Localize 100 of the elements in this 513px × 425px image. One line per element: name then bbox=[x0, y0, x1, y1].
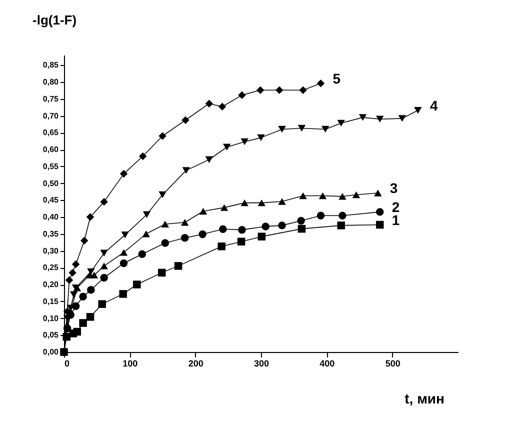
point bbox=[120, 170, 128, 178]
point bbox=[222, 144, 231, 150]
point bbox=[414, 106, 422, 114]
point bbox=[376, 116, 384, 122]
point bbox=[318, 192, 327, 200]
point bbox=[65, 276, 74, 284]
y-tick-label: 0,15 bbox=[42, 296, 60, 306]
point bbox=[337, 120, 345, 127]
point bbox=[119, 290, 127, 298]
point bbox=[100, 262, 108, 270]
x-tick-label: 0 bbox=[64, 358, 70, 368]
point bbox=[133, 280, 141, 288]
y-tick-label: 0,00 bbox=[42, 348, 60, 356]
point bbox=[316, 79, 325, 88]
point bbox=[240, 199, 248, 206]
point bbox=[262, 222, 270, 230]
point bbox=[68, 268, 76, 277]
y-axis-title: -lg(1-F) bbox=[32, 12, 77, 28]
point bbox=[73, 328, 82, 336]
point bbox=[142, 230, 150, 238]
y-tick-label: 0,40 bbox=[42, 212, 60, 222]
point bbox=[174, 262, 182, 270]
point bbox=[70, 291, 78, 298]
point bbox=[238, 91, 246, 100]
point bbox=[276, 86, 284, 94]
x-axis-title: t, мин bbox=[404, 390, 444, 406]
point bbox=[161, 220, 169, 228]
point bbox=[80, 236, 88, 244]
point bbox=[158, 191, 166, 198]
point bbox=[63, 322, 72, 328]
point bbox=[278, 198, 286, 205]
point bbox=[198, 230, 206, 238]
point bbox=[182, 167, 190, 174]
point bbox=[72, 260, 80, 268]
y-tick-label: 0,35 bbox=[42, 229, 60, 238]
point bbox=[316, 212, 325, 220]
point bbox=[298, 124, 306, 132]
point bbox=[278, 126, 286, 133]
point bbox=[120, 259, 128, 268]
series-label: 4 bbox=[430, 97, 438, 114]
y-tick-label: 0,05 bbox=[42, 330, 60, 340]
y-tick-label: 0,75 bbox=[42, 94, 60, 104]
point bbox=[278, 222, 286, 230]
point bbox=[180, 234, 189, 242]
y-tick-label: 0,25 bbox=[42, 263, 60, 272]
point bbox=[79, 292, 87, 301]
point bbox=[158, 268, 166, 277]
point bbox=[218, 102, 226, 111]
point bbox=[199, 208, 208, 215]
y-tick-label: 0,80 bbox=[42, 78, 60, 86]
point bbox=[138, 152, 147, 160]
point bbox=[72, 302, 80, 310]
point bbox=[298, 224, 306, 233]
point bbox=[299, 86, 307, 94]
point bbox=[240, 138, 248, 146]
point bbox=[86, 213, 94, 221]
point bbox=[120, 249, 128, 256]
point bbox=[358, 114, 367, 121]
point bbox=[376, 208, 384, 216]
point bbox=[398, 115, 406, 122]
x-tick-label: 500 bbox=[385, 358, 400, 368]
y-tick-label: 0,20 bbox=[42, 280, 60, 289]
x-tick-label: 400 bbox=[320, 358, 335, 368]
series-label: 3 bbox=[390, 180, 398, 196]
point bbox=[138, 250, 146, 258]
point bbox=[100, 198, 108, 206]
point bbox=[321, 126, 330, 133]
point bbox=[158, 132, 166, 140]
point bbox=[100, 274, 108, 282]
point bbox=[338, 193, 346, 200]
point bbox=[161, 239, 169, 247]
point bbox=[352, 191, 360, 198]
point bbox=[86, 313, 94, 321]
point bbox=[218, 242, 226, 250]
x-tick-label: 300 bbox=[254, 358, 270, 368]
y-tick-label: 0,85 bbox=[42, 60, 60, 70]
point bbox=[299, 192, 307, 200]
point bbox=[121, 232, 129, 238]
point bbox=[100, 250, 108, 256]
point bbox=[237, 238, 246, 246]
point bbox=[142, 211, 151, 218]
point bbox=[205, 156, 213, 163]
series-label: 5 bbox=[332, 70, 341, 86]
point bbox=[98, 300, 106, 308]
point bbox=[219, 225, 227, 234]
point bbox=[374, 190, 382, 196]
y-tick-label: 0,45 bbox=[42, 196, 60, 205]
point bbox=[258, 232, 266, 240]
point bbox=[376, 220, 384, 229]
x-tick-label: 200 bbox=[188, 358, 204, 368]
point bbox=[297, 216, 305, 225]
point bbox=[258, 199, 266, 206]
point bbox=[338, 212, 346, 220]
y-tick-label: 0,65 bbox=[42, 128, 60, 138]
point bbox=[205, 100, 213, 108]
point bbox=[257, 134, 265, 142]
y-tick-label: 0,55 bbox=[42, 162, 60, 171]
point bbox=[180, 219, 189, 226]
y-tick-label: 0,10 bbox=[42, 314, 60, 323]
point bbox=[238, 226, 246, 234]
